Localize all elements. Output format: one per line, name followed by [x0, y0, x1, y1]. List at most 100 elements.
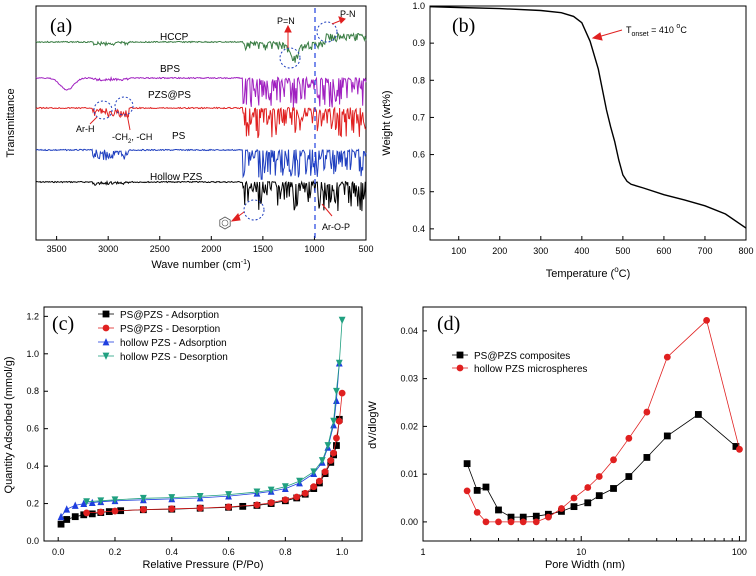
panel-a-frame [35, 5, 367, 241]
isotherm-point [57, 520, 65, 528]
isotherm-point [88, 498, 96, 507]
pore-distribution-point [595, 473, 603, 480]
isotherm-point [267, 486, 275, 494]
legend-marker [102, 338, 110, 346]
pore-distribution-point [482, 518, 490, 526]
panel-d-x-axis-label: Pore Width (nm) [545, 559, 625, 571]
pore-distribution-point [507, 513, 515, 521]
ftir-curve-pzs-ps [35, 106, 367, 139]
panel-a-x-tick-label: 3000 [98, 244, 118, 254]
panel-a-x-tick-label: 2000 [201, 244, 221, 254]
panel-c-x-tick-label: 0.0 [52, 547, 65, 557]
panel-a-arh-label: Ar-H [76, 124, 95, 134]
isotherm-point [97, 497, 105, 505]
panel-b-x-tick-label: 600 [656, 246, 671, 256]
panel-c-y-tick-label: 0.6 [26, 424, 39, 434]
panel-c-isotherm: (c) 0.0 0.2 0.4 0.6 0.8 1.0 0.0 0.2 0.4 0.6 0.8 1.0… [3, 306, 363, 571]
isotherm-point [253, 501, 261, 509]
isotherm-point [83, 509, 90, 517]
isotherm-point [330, 417, 338, 426]
panel-a-arh-circle [93, 100, 113, 120]
panel-a-annotation-arrows [89, 16, 346, 222]
isotherm-point [318, 457, 326, 465]
panel-b-x-tick-label: 400 [574, 246, 589, 256]
pore-distribution-point [643, 454, 651, 461]
ftir-curve-hollow-pzs [35, 179, 367, 212]
ftir-series-label: Hollow PZS [150, 172, 203, 183]
isotherm-point [253, 488, 261, 496]
panel-a-arop-label: Ar-O-P [322, 222, 350, 232]
panel-b-x-tick-label: 100 [451, 246, 466, 256]
isotherm-point [63, 505, 71, 513]
isotherm-point [281, 496, 289, 504]
legend-marker [456, 351, 464, 359]
panel-b-y-axis-label: Weight (wt%) [381, 90, 393, 155]
panel-b-y-tick-label: 0.4 [412, 224, 425, 234]
pore-distribution-point [736, 445, 743, 453]
pore-distribution-point [473, 486, 481, 494]
panel-b-x-tick-label: 800 [738, 246, 753, 256]
isotherm-point [196, 493, 204, 501]
pore-distribution-point [473, 508, 481, 516]
panel-c-y-tick-label: 0.4 [26, 461, 39, 471]
legend-marker [456, 364, 464, 372]
pore-distribution-point [482, 483, 490, 491]
isotherm-point [225, 491, 232, 499]
panel-d-frame [422, 306, 747, 542]
isotherm-point [111, 507, 119, 515]
panel-d-y-tick-label: 0.00 [400, 517, 418, 527]
isotherm-point [338, 389, 346, 397]
panel-b-y-tick-label: 0.8 [412, 75, 425, 85]
panel-a-p-n-label: P-N [340, 9, 356, 19]
panel-c-x-tick-label: 0.2 [109, 547, 122, 557]
isotherm-point [97, 508, 105, 516]
panel-c-x-tick-label: 0.4 [166, 547, 179, 557]
legend-entry: hollow PZS microspheres [474, 364, 587, 375]
pore-distribution-point [532, 518, 540, 526]
isotherm-point [239, 502, 247, 510]
benzene-ring-icon [219, 216, 231, 230]
pore-distribution-line [466, 413, 737, 518]
isotherm-point [296, 477, 303, 485]
pore-distribution-point [570, 503, 578, 511]
isotherm-point [330, 449, 338, 457]
panel-c-y-tick-label: 0.0 [26, 536, 39, 546]
panel-d-y-tick-label: 0.02 [400, 421, 418, 431]
isotherm-point [333, 396, 340, 404]
panel-c-x-tick-label: 1.0 [336, 547, 349, 557]
isotherm-point [71, 513, 79, 521]
legend-entry: PS@PZS - Adsorption [120, 310, 219, 321]
isotherm-point [71, 501, 79, 509]
pore-distribution-point [519, 518, 527, 526]
pore-distribution-point [610, 456, 617, 464]
pore-distribution-point [643, 408, 651, 416]
pore-distribution-point [507, 518, 515, 526]
pore-distribution-point [463, 460, 471, 468]
isotherm-point [293, 493, 301, 501]
panel-c-x-axis-label: Relative Pressure (P/Po) [142, 559, 263, 571]
isotherm-point [83, 498, 90, 506]
panel-b-x-tick-label: 700 [697, 246, 712, 256]
ftir-series-label: PZS@PS [148, 90, 191, 101]
pore-distribution-point [584, 499, 592, 507]
panel-d-x-tick-label: 1 [420, 547, 425, 557]
legend-entry: hollow PZS - Desorption [120, 352, 228, 363]
isotherm-point [80, 511, 88, 519]
panel-a-x-tick-label: 1000 [304, 244, 324, 254]
isotherm-point [88, 510, 96, 518]
isotherm-point [333, 387, 340, 396]
panel-c-label: (c) [52, 313, 74, 335]
ftir-curve-hccp [35, 32, 367, 63]
legend-marker [102, 324, 110, 332]
pore-distribution-point [703, 316, 711, 324]
isotherm-point [139, 506, 147, 513]
isotherm-point [301, 489, 309, 497]
panel-a-x-tick-label: 1500 [253, 244, 273, 254]
isotherm-point [321, 468, 329, 476]
isotherm-point [333, 442, 340, 449]
isotherm-point [327, 457, 335, 464]
panel-b-x-tick-label: 300 [533, 246, 548, 256]
isotherm-point [333, 434, 340, 442]
pore-distribution-point [595, 492, 603, 500]
panel-c-x-tick-label: 0.8 [279, 547, 292, 557]
